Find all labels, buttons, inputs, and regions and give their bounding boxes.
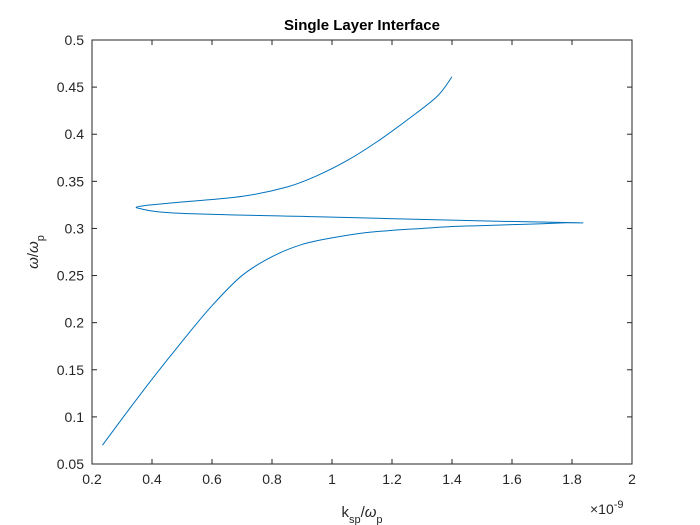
x-tick-label: 1.8 — [562, 471, 582, 487]
chart-title: Single Layer Interface — [284, 17, 440, 34]
y-tick-label: 0.3 — [65, 220, 85, 236]
dispersion-series-line — [102, 76, 584, 446]
x-tick-label: 1.4 — [442, 471, 462, 487]
y-tick-label: 0.45 — [57, 79, 84, 95]
y-tick-label: 0.4 — [65, 126, 85, 142]
y-tick-label: 0.2 — [65, 315, 85, 331]
x-tick-label: 0.6 — [202, 471, 222, 487]
x-tick-label: 0.2 — [82, 471, 102, 487]
y-tick-label: 0.35 — [57, 173, 84, 189]
x-tick-label: 1.2 — [382, 471, 402, 487]
y-tick-label: 0.1 — [65, 409, 85, 425]
x-axis-exponent: ×10-9 — [590, 499, 624, 517]
axes-box — [91, 39, 633, 465]
axes: 0.2 0.4 0.6 0.8 1 1.2 1.4 1.6 1.8 2 0.05 0.1 0.15 0.2… — [57, 32, 636, 487]
y-tick-label: 0.05 — [57, 456, 84, 472]
x-tick-label: 2 — [628, 471, 636, 487]
y-axis-label: ω/ωp — [25, 235, 47, 269]
y-tick-label: 0.15 — [57, 362, 84, 378]
x-tick-label: 1 — [328, 471, 336, 487]
plot-area — [102, 76, 584, 446]
x-tick-label: 0.4 — [142, 471, 162, 487]
y-tick-label: 0.5 — [65, 32, 85, 48]
y-tick-label: 0.25 — [57, 268, 84, 284]
x-tick-label: 1.6 — [502, 471, 522, 487]
x-tick-label: 0.8 — [262, 471, 282, 487]
x-axis-label: ksp/ωp — [341, 504, 382, 525]
